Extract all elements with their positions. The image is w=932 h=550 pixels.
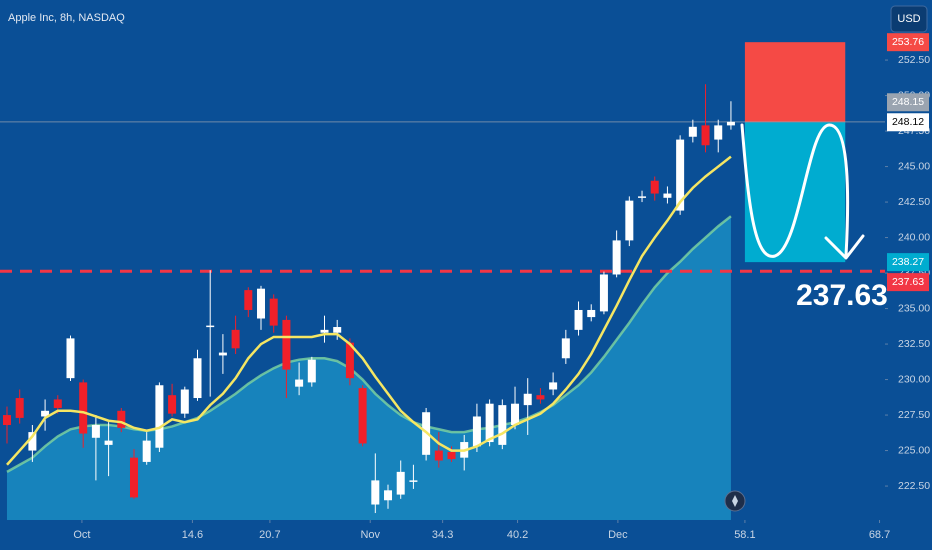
candle-body [612, 240, 621, 275]
candle-body [625, 200, 634, 241]
candle-body [307, 359, 316, 383]
candle-body [79, 382, 88, 434]
x-tick-label: Oct [73, 529, 90, 541]
price-badge [887, 33, 929, 52]
candle-body [371, 480, 380, 505]
currency-button[interactable] [890, 5, 928, 33]
candle-body [638, 196, 647, 198]
y-tick-label: 227.50 [898, 409, 930, 421]
candle-body [269, 298, 278, 326]
x-tick-label: 20.7 [259, 529, 280, 541]
nav-icon [732, 495, 738, 507]
candle-body [345, 342, 354, 379]
candle-body [2, 415, 11, 426]
x-tick-label: 14.6 [182, 529, 203, 541]
price-badge [887, 93, 929, 112]
candle-body [15, 398, 24, 418]
price-badge-label: 248.12 [892, 116, 924, 128]
arrow-head [824, 234, 865, 260]
candle-body [41, 410, 50, 417]
moving-average [6, 155, 732, 466]
candle-body [536, 395, 545, 400]
y-tick-label: 232.50 [898, 338, 930, 350]
area-edge [6, 215, 732, 473]
candle-body [257, 288, 266, 319]
price-badge-label: 253.76 [892, 36, 924, 48]
candle-body [282, 319, 291, 370]
plot [0, 42, 888, 523]
candle-body [434, 450, 443, 461]
candle-body [396, 471, 405, 495]
candle-body [231, 329, 240, 349]
candle-body [599, 274, 608, 312]
candle-body [193, 358, 202, 399]
x-tick-label: 58.1 [734, 529, 755, 541]
candle-body [295, 379, 304, 387]
candle-body [650, 180, 659, 194]
x-tick-label: Nov [360, 529, 380, 541]
candle-body [587, 309, 596, 318]
price-badge-label: 248.15 [892, 96, 924, 108]
candle-body [701, 125, 710, 146]
candle-body [66, 338, 75, 379]
y-tick-label: 230.00 [898, 373, 930, 385]
x-tick-label: 68.7 [869, 529, 890, 541]
price-badge [887, 113, 929, 132]
y-tick-label: 222.50 [898, 480, 930, 492]
candle-body [129, 457, 138, 498]
y-tick-label: 235.00 [898, 302, 930, 314]
candle-body [726, 121, 735, 126]
candle-body [523, 393, 532, 406]
candle-body [155, 385, 164, 448]
price-badge [887, 273, 929, 292]
y-tick-label: 252.50 [898, 54, 930, 66]
candle-body [472, 416, 481, 447]
candle-body [168, 395, 177, 414]
candle-body [384, 490, 393, 501]
candle-body [91, 425, 100, 438]
candle-body [180, 389, 189, 414]
drawn-arrow [740, 123, 850, 258]
candle-body [676, 139, 685, 211]
candle-body [714, 125, 723, 140]
candle-body [206, 325, 215, 328]
candle-body [244, 290, 253, 310]
candle-body [142, 440, 151, 462]
price-badge-label: 237.63 [892, 276, 924, 288]
price-badge-label: 238.27 [892, 256, 924, 268]
candle-body [447, 451, 456, 460]
x-tick-label: 34.3 [432, 529, 453, 541]
candle-body [485, 403, 494, 443]
y-tick-label: 245.00 [898, 160, 930, 172]
candle-body [511, 403, 520, 426]
y-tick-label: 225.00 [898, 444, 930, 456]
candle-body [409, 480, 418, 482]
candle-body [104, 440, 113, 445]
candle-body [574, 309, 583, 330]
chart-title: Apple Inc, 8h, NASDAQ [8, 12, 125, 24]
x-tick-label: 40.2 [507, 529, 528, 541]
currency-label[interactable]: USD [897, 13, 920, 25]
price-badge [887, 253, 929, 272]
candle-body [117, 410, 126, 428]
candle-body [549, 382, 558, 390]
candle-body [358, 388, 367, 444]
candle-body [28, 432, 37, 451]
x-tick-label: Dec [608, 529, 628, 541]
candle-body [333, 327, 342, 333]
candle-body [688, 126, 697, 137]
candle-body [561, 338, 570, 359]
area [6, 216, 731, 520]
candle-body [218, 352, 227, 356]
y-tick-label: 242.50 [898, 196, 930, 208]
candle-body [53, 399, 62, 408]
candle-body [320, 329, 329, 333]
y-tick-label: 240.00 [898, 231, 930, 243]
stop-zone [744, 42, 846, 123]
candle-body [498, 405, 507, 445]
target-annotation: 237.63 [796, 279, 888, 312]
candle-body [663, 193, 672, 198]
